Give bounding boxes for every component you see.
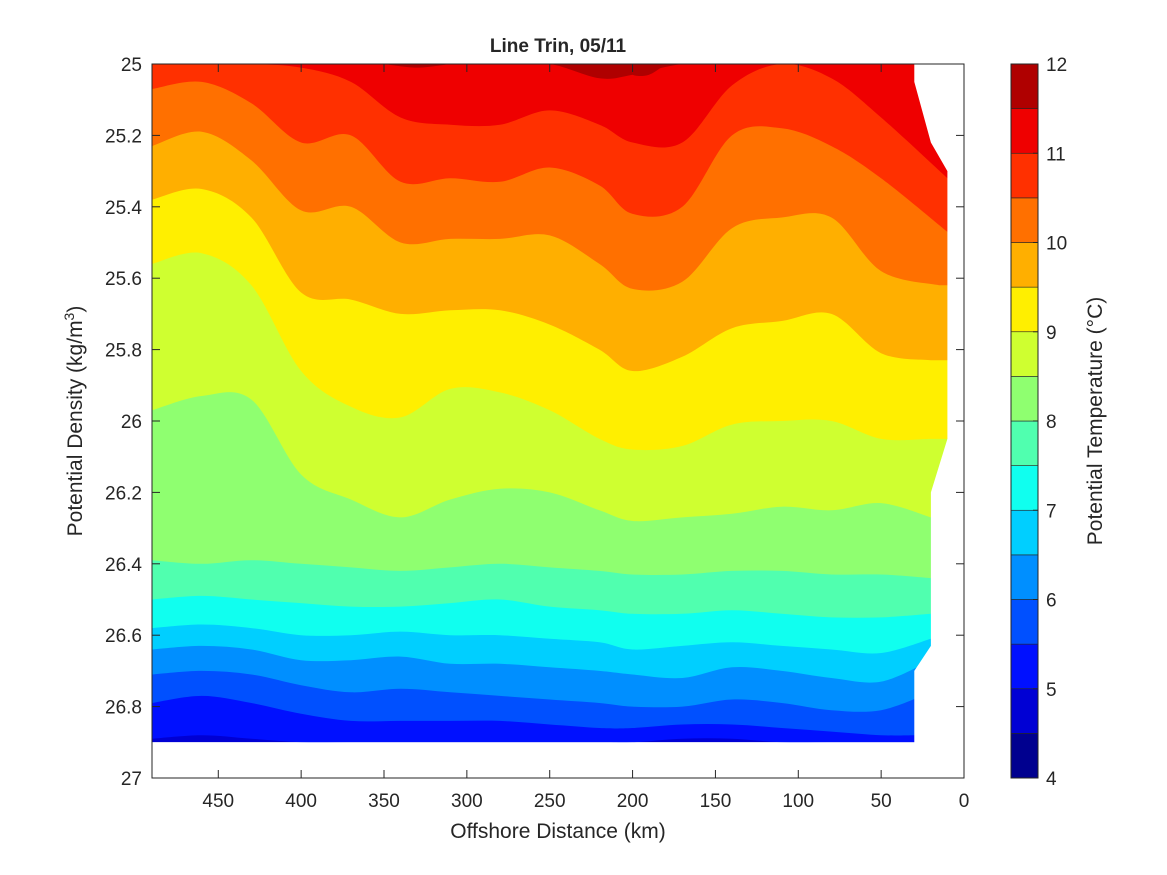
colorbar-segment-10.5 — [1010, 152, 1039, 199]
y-tick-label: 26.4 — [105, 555, 142, 576]
y-tick-label: 25.8 — [105, 341, 142, 362]
y-tick-label: 26.6 — [105, 626, 142, 647]
y-axis-label-superscript: 3 — [61, 312, 77, 320]
colorbar-segment-4 — [1010, 733, 1039, 779]
contour-band-10.5 — [152, 64, 964, 232]
y-tick-label: 26.2 — [105, 483, 142, 504]
contour-layer — [152, 64, 964, 778]
colorbar-tick-label: 10 — [1046, 234, 1067, 255]
x-tick-label: 150 — [700, 791, 732, 812]
colorbar-segment-6 — [1010, 554, 1039, 600]
contour-band-11 — [152, 64, 964, 179]
colorbar-tick-label: 7 — [1046, 501, 1057, 522]
colorbar-segment-6.5 — [1010, 509, 1039, 556]
x-tick-label: 250 — [534, 791, 566, 812]
colorbar-segment-8 — [1010, 376, 1039, 422]
colorbar-segment-9.5 — [1010, 242, 1039, 288]
colorbar-segment-7 — [1010, 465, 1039, 511]
y-tick-label: 26.8 — [105, 698, 142, 719]
y-tick-label: 26 — [121, 412, 142, 433]
colorbar-tick-label: 8 — [1046, 412, 1057, 433]
contour-patch-12-0 — [624, 64, 666, 77]
y-tick-label: 25.2 — [105, 126, 142, 147]
y-tick-label: 25.4 — [105, 198, 142, 219]
x-tick-label: 300 — [451, 791, 483, 812]
colorbar-label: Potential Temperature (°C) — [1084, 297, 1107, 545]
contour-band-11.5 — [284, 64, 845, 79]
colorbar-tick-label: 4 — [1046, 769, 1057, 790]
x-axis-label: Offshore Distance (km) — [450, 820, 666, 843]
x-tick-label: 450 — [202, 791, 234, 812]
y-axis-label-main: Potential Density (kg/m — [64, 320, 87, 536]
x-tick-label: 50 — [871, 791, 892, 812]
colorbar-segment-11 — [1010, 108, 1039, 154]
colorbar-segment-11.5 — [1010, 63, 1039, 109]
y-tick-label: 27 — [121, 769, 142, 790]
x-tick-label: 100 — [782, 791, 814, 812]
axis-ticks: 450 400 350 300 250 200 150 100 50 0 25 25.2 25.4 25.… — [105, 55, 969, 812]
y-tick-label: 25 — [121, 55, 142, 76]
y-axis-label: Potential Density (kg/m3) — [61, 306, 87, 537]
colorbar-segment-7.5 — [1010, 420, 1039, 466]
contour-patch-12-1 — [384, 64, 451, 68]
colorbar-tick-label: 5 — [1046, 680, 1057, 701]
colorbar-tick-label: 12 — [1046, 55, 1067, 76]
x-tick-label: 0 — [959, 791, 970, 812]
x-tick-label: 350 — [368, 791, 400, 812]
colorbar-tick-label: 9 — [1046, 323, 1057, 344]
colorbar: 4 5 6 7 8 9 10 11 12 — [1010, 55, 1067, 790]
colorbar-segment-5.5 — [1010, 599, 1039, 645]
colorbar-segment-4.5 — [1010, 688, 1039, 734]
colorbar-segment-5 — [1010, 643, 1039, 690]
x-tick-label: 400 — [285, 791, 317, 812]
colorbar-tick-label: 6 — [1046, 591, 1057, 612]
colorbar-tick-label: 11 — [1046, 144, 1066, 165]
y-tick-label: 25.6 — [105, 269, 142, 290]
colorbar-segment-10 — [1010, 197, 1039, 243]
colorbar-segment-8.5 — [1010, 331, 1039, 377]
y-axis-label-close: ) — [64, 306, 87, 313]
chart-title: Line Trin, 05/11 — [490, 36, 627, 57]
colorbar-segment-9 — [1010, 286, 1039, 333]
x-tick-label: 200 — [617, 791, 649, 812]
